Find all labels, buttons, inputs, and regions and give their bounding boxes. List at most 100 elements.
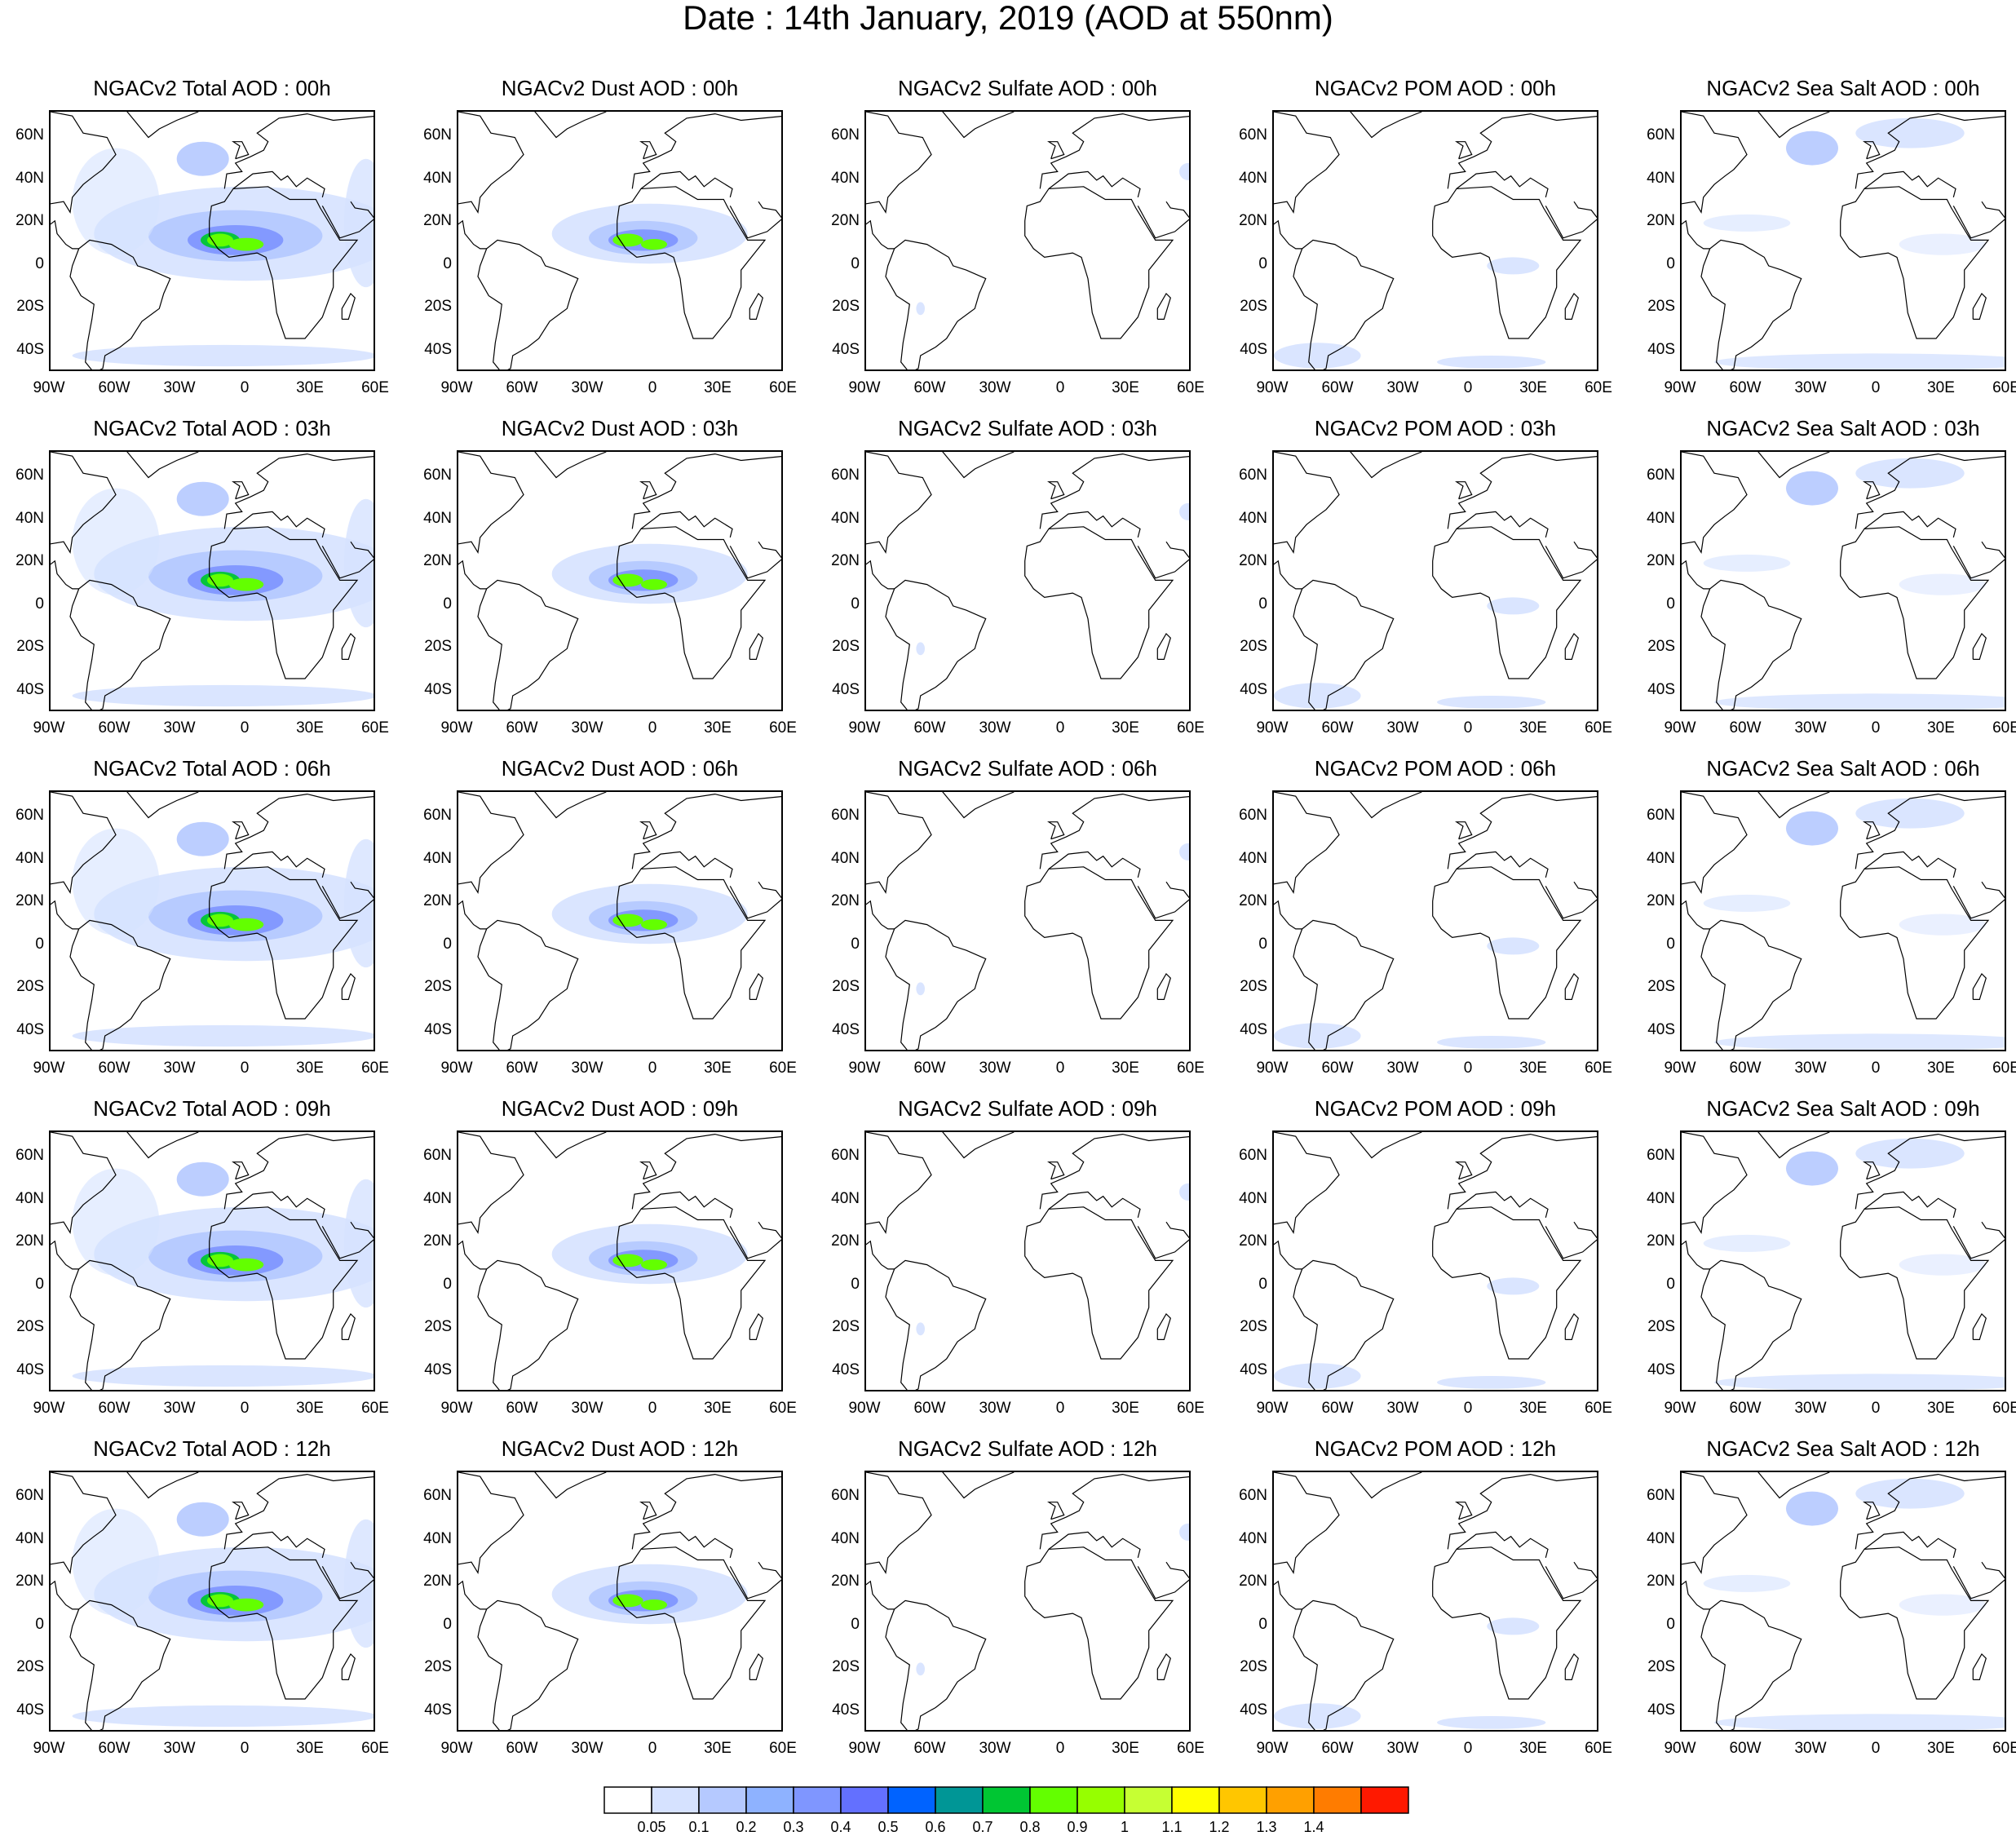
longitude-tick-label: 0 bbox=[648, 719, 657, 737]
latitude-tick-label: 20S bbox=[16, 1318, 44, 1336]
latitude-tick-label: 60N bbox=[15, 1147, 44, 1165]
latitude-tick-label: 0 bbox=[35, 254, 44, 272]
latitude-tick-label: 60N bbox=[15, 807, 44, 825]
panel-title: NGACv2 Total AOD : 09h bbox=[93, 1096, 331, 1121]
longitude-tick-label: 0 bbox=[240, 719, 250, 737]
latitude-tick-label: 0 bbox=[851, 1615, 860, 1633]
longitude-tick-label: 0 bbox=[1871, 1400, 1881, 1417]
latitude-tick-label: 0 bbox=[1666, 595, 1675, 613]
longitude-tick-label: 0 bbox=[1871, 1060, 1881, 1077]
aod-map bbox=[1680, 1130, 2006, 1391]
latitude-tick-label: 20S bbox=[1647, 978, 1675, 996]
longitude-tick-label: 0 bbox=[1871, 1740, 1881, 1757]
panel-title: NGACv2 Sulfate AOD : 06h bbox=[898, 756, 1157, 781]
colorbar-label: 1.1 bbox=[1161, 1819, 1183, 1835]
latitude-tick-label: 20N bbox=[831, 1232, 860, 1250]
colorbar-swatch bbox=[1313, 1786, 1362, 1814]
latitude-tick-label: 20N bbox=[423, 212, 452, 230]
longitude-tick-label: 60E bbox=[1992, 1740, 2016, 1757]
latitude-tick-label: 20S bbox=[424, 298, 452, 316]
longitude-tick-label: 60E bbox=[1992, 379, 2016, 396]
latitude-tick-label: 0 bbox=[1258, 935, 1267, 953]
longitude-tick-label: 0 bbox=[1463, 1740, 1473, 1757]
longitude-tick-label: 90W bbox=[1664, 1060, 1696, 1077]
latitude-tick-label: 0 bbox=[1666, 935, 1675, 953]
longitude-tick-label: 30W bbox=[1794, 379, 1827, 396]
colorbar-swatch bbox=[745, 1786, 794, 1814]
longitude-tick-label: 90W bbox=[440, 379, 473, 396]
latitude-tick-label: 20N bbox=[1239, 1232, 1267, 1250]
longitude-tick-label: 90W bbox=[1256, 719, 1289, 737]
latitude-tick-label: 40N bbox=[15, 1529, 44, 1547]
latitude-tick-label: 40S bbox=[1647, 1701, 1675, 1719]
latitude-tick-label: 60N bbox=[1647, 1487, 1675, 1505]
longitude-tick-label: 90W bbox=[1664, 379, 1696, 396]
longitude-tick-label: 30E bbox=[296, 1400, 324, 1417]
longitude-tick-label: 90W bbox=[848, 1060, 881, 1077]
latitude-tick-label: 0 bbox=[1666, 1615, 1675, 1633]
panel-title: NGACv2 Sea Salt AOD : 09h bbox=[1706, 1096, 1980, 1121]
longitude-tick-label: 90W bbox=[33, 719, 65, 737]
colorbar-swatch bbox=[1124, 1786, 1173, 1814]
latitude-tick-label: 20N bbox=[423, 1232, 452, 1250]
colorbar-swatch bbox=[1266, 1786, 1315, 1814]
longitude-tick-label: 0 bbox=[1463, 719, 1473, 737]
longitude-tick-label: 30W bbox=[571, 719, 603, 737]
aod-map bbox=[1272, 1130, 1598, 1391]
latitude-tick-label: 0 bbox=[1258, 1275, 1267, 1293]
aod-map bbox=[49, 1130, 375, 1391]
latitude-tick-label: 40S bbox=[832, 680, 860, 698]
latitude-tick-label: 20S bbox=[1240, 298, 1267, 316]
aod-map bbox=[1272, 790, 1598, 1051]
longitude-tick-label: 30E bbox=[704, 379, 732, 396]
aod-map bbox=[1680, 110, 2006, 371]
longitude-tick-label: 30E bbox=[1519, 1400, 1547, 1417]
latitude-tick-label: 20S bbox=[424, 1658, 452, 1676]
longitude-tick-label: 30E bbox=[1927, 1740, 1955, 1757]
latitude-tick-label: 60N bbox=[831, 807, 860, 825]
latitude-tick-label: 20S bbox=[1647, 298, 1675, 316]
colorbar-swatch bbox=[603, 1786, 652, 1814]
latitude-tick-label: 40N bbox=[1239, 1529, 1267, 1547]
longitude-tick-label: 30E bbox=[1927, 719, 1955, 737]
longitude-tick-label: 30E bbox=[704, 1060, 732, 1077]
colorbar-label: 0.9 bbox=[1067, 1819, 1088, 1835]
panel-title: NGACv2 Sulfate AOD : 09h bbox=[898, 1096, 1157, 1121]
latitude-tick-label: 40S bbox=[424, 340, 452, 358]
latitude-tick-label: 20S bbox=[424, 978, 452, 996]
panel-title: NGACv2 POM AOD : 12h bbox=[1314, 1436, 1557, 1461]
latitude-tick-label: 60N bbox=[423, 807, 452, 825]
longitude-tick-label: 0 bbox=[1055, 1400, 1065, 1417]
longitude-tick-label: 90W bbox=[440, 719, 473, 737]
longitude-tick-label: 60E bbox=[1992, 719, 2016, 737]
latitude-tick-label: 40S bbox=[1647, 1360, 1675, 1378]
latitude-tick-label: 40N bbox=[15, 169, 44, 187]
aod-map bbox=[864, 1130, 1191, 1391]
longitude-tick-label: 0 bbox=[1463, 1400, 1473, 1417]
longitude-tick-label: 60E bbox=[1585, 1400, 1612, 1417]
latitude-tick-label: 40N bbox=[1647, 1529, 1675, 1547]
latitude-tick-label: 20N bbox=[15, 892, 44, 910]
latitude-tick-label: 0 bbox=[443, 935, 452, 953]
longitude-tick-label: 60W bbox=[913, 379, 946, 396]
longitude-tick-label: 60W bbox=[913, 1400, 946, 1417]
latitude-tick-label: 20N bbox=[1647, 552, 1675, 570]
latitude-tick-label: 60N bbox=[831, 1147, 860, 1165]
panel-title: NGACv2 Dust AOD : 00h bbox=[501, 76, 739, 100]
longitude-tick-label: 0 bbox=[1055, 719, 1065, 737]
panel-title: NGACv2 Dust AOD : 09h bbox=[501, 1096, 739, 1121]
colorbar-swatch bbox=[935, 1786, 984, 1814]
longitude-tick-label: 90W bbox=[1664, 1740, 1696, 1757]
latitude-tick-label: 20S bbox=[16, 1658, 44, 1676]
latitude-tick-label: 40N bbox=[15, 509, 44, 527]
longitude-tick-label: 60E bbox=[1177, 1740, 1205, 1757]
longitude-tick-label: 60E bbox=[1992, 1400, 2016, 1417]
latitude-tick-label: 60N bbox=[1239, 1147, 1267, 1165]
longitude-tick-label: 60W bbox=[1321, 719, 1354, 737]
latitude-tick-label: 40N bbox=[831, 509, 860, 527]
longitude-tick-label: 30W bbox=[1386, 1400, 1419, 1417]
latitude-tick-label: 20N bbox=[1239, 892, 1267, 910]
latitude-tick-label: 20N bbox=[1647, 1232, 1675, 1250]
longitude-tick-label: 90W bbox=[848, 379, 881, 396]
latitude-tick-label: 40S bbox=[1240, 680, 1267, 698]
